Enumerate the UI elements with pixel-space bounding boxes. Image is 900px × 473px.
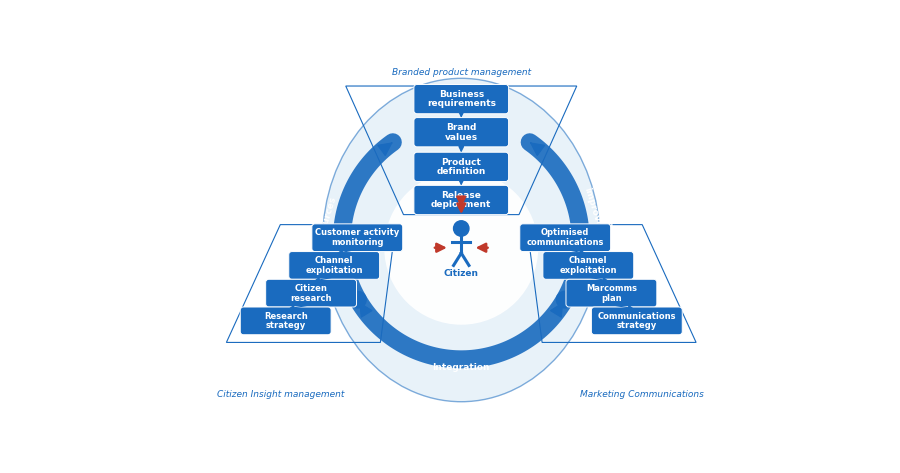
Ellipse shape [384, 171, 538, 325]
FancyBboxPatch shape [289, 252, 380, 279]
Text: Citizen Insight management: Citizen Insight management [217, 390, 344, 399]
FancyBboxPatch shape [266, 279, 356, 307]
Text: Research
strategy: Research strategy [264, 312, 308, 330]
FancyBboxPatch shape [520, 224, 610, 252]
Text: Channel
exploitation: Channel exploitation [560, 256, 617, 275]
FancyBboxPatch shape [414, 152, 508, 182]
FancyBboxPatch shape [566, 279, 657, 307]
FancyBboxPatch shape [414, 85, 508, 114]
Text: Branded product management: Branded product management [392, 69, 531, 78]
FancyBboxPatch shape [312, 224, 402, 252]
FancyBboxPatch shape [414, 118, 508, 147]
Text: Marcomms
plan: Marcomms plan [586, 284, 637, 303]
Text: Brand
values: Brand values [445, 123, 478, 141]
FancyBboxPatch shape [414, 185, 508, 215]
FancyBboxPatch shape [543, 252, 634, 279]
Text: Integration: Integration [433, 363, 490, 372]
Text: Customer activity
monitoring: Customer activity monitoring [315, 228, 400, 247]
Text: Communications
strategy: Communications strategy [598, 312, 676, 330]
Text: Channel
exploitation: Channel exploitation [305, 256, 363, 275]
Text: Marketing Communications: Marketing Communications [580, 390, 704, 399]
Ellipse shape [322, 79, 599, 402]
Text: Optimised
communications: Optimised communications [526, 228, 604, 247]
Text: Business
requirements: Business requirements [427, 90, 496, 108]
Text: Release
deployment: Release deployment [431, 191, 491, 210]
Text: Continuous
improvement: Continuous improvement [582, 183, 620, 254]
FancyBboxPatch shape [591, 307, 682, 335]
Text: Specialist
resources: Specialist resources [305, 192, 338, 245]
Circle shape [454, 221, 469, 236]
Text: Citizen: Citizen [444, 269, 479, 278]
Text: Citizen
research: Citizen research [291, 284, 332, 303]
Text: Product
definition: Product definition [436, 158, 486, 176]
FancyBboxPatch shape [240, 307, 331, 335]
